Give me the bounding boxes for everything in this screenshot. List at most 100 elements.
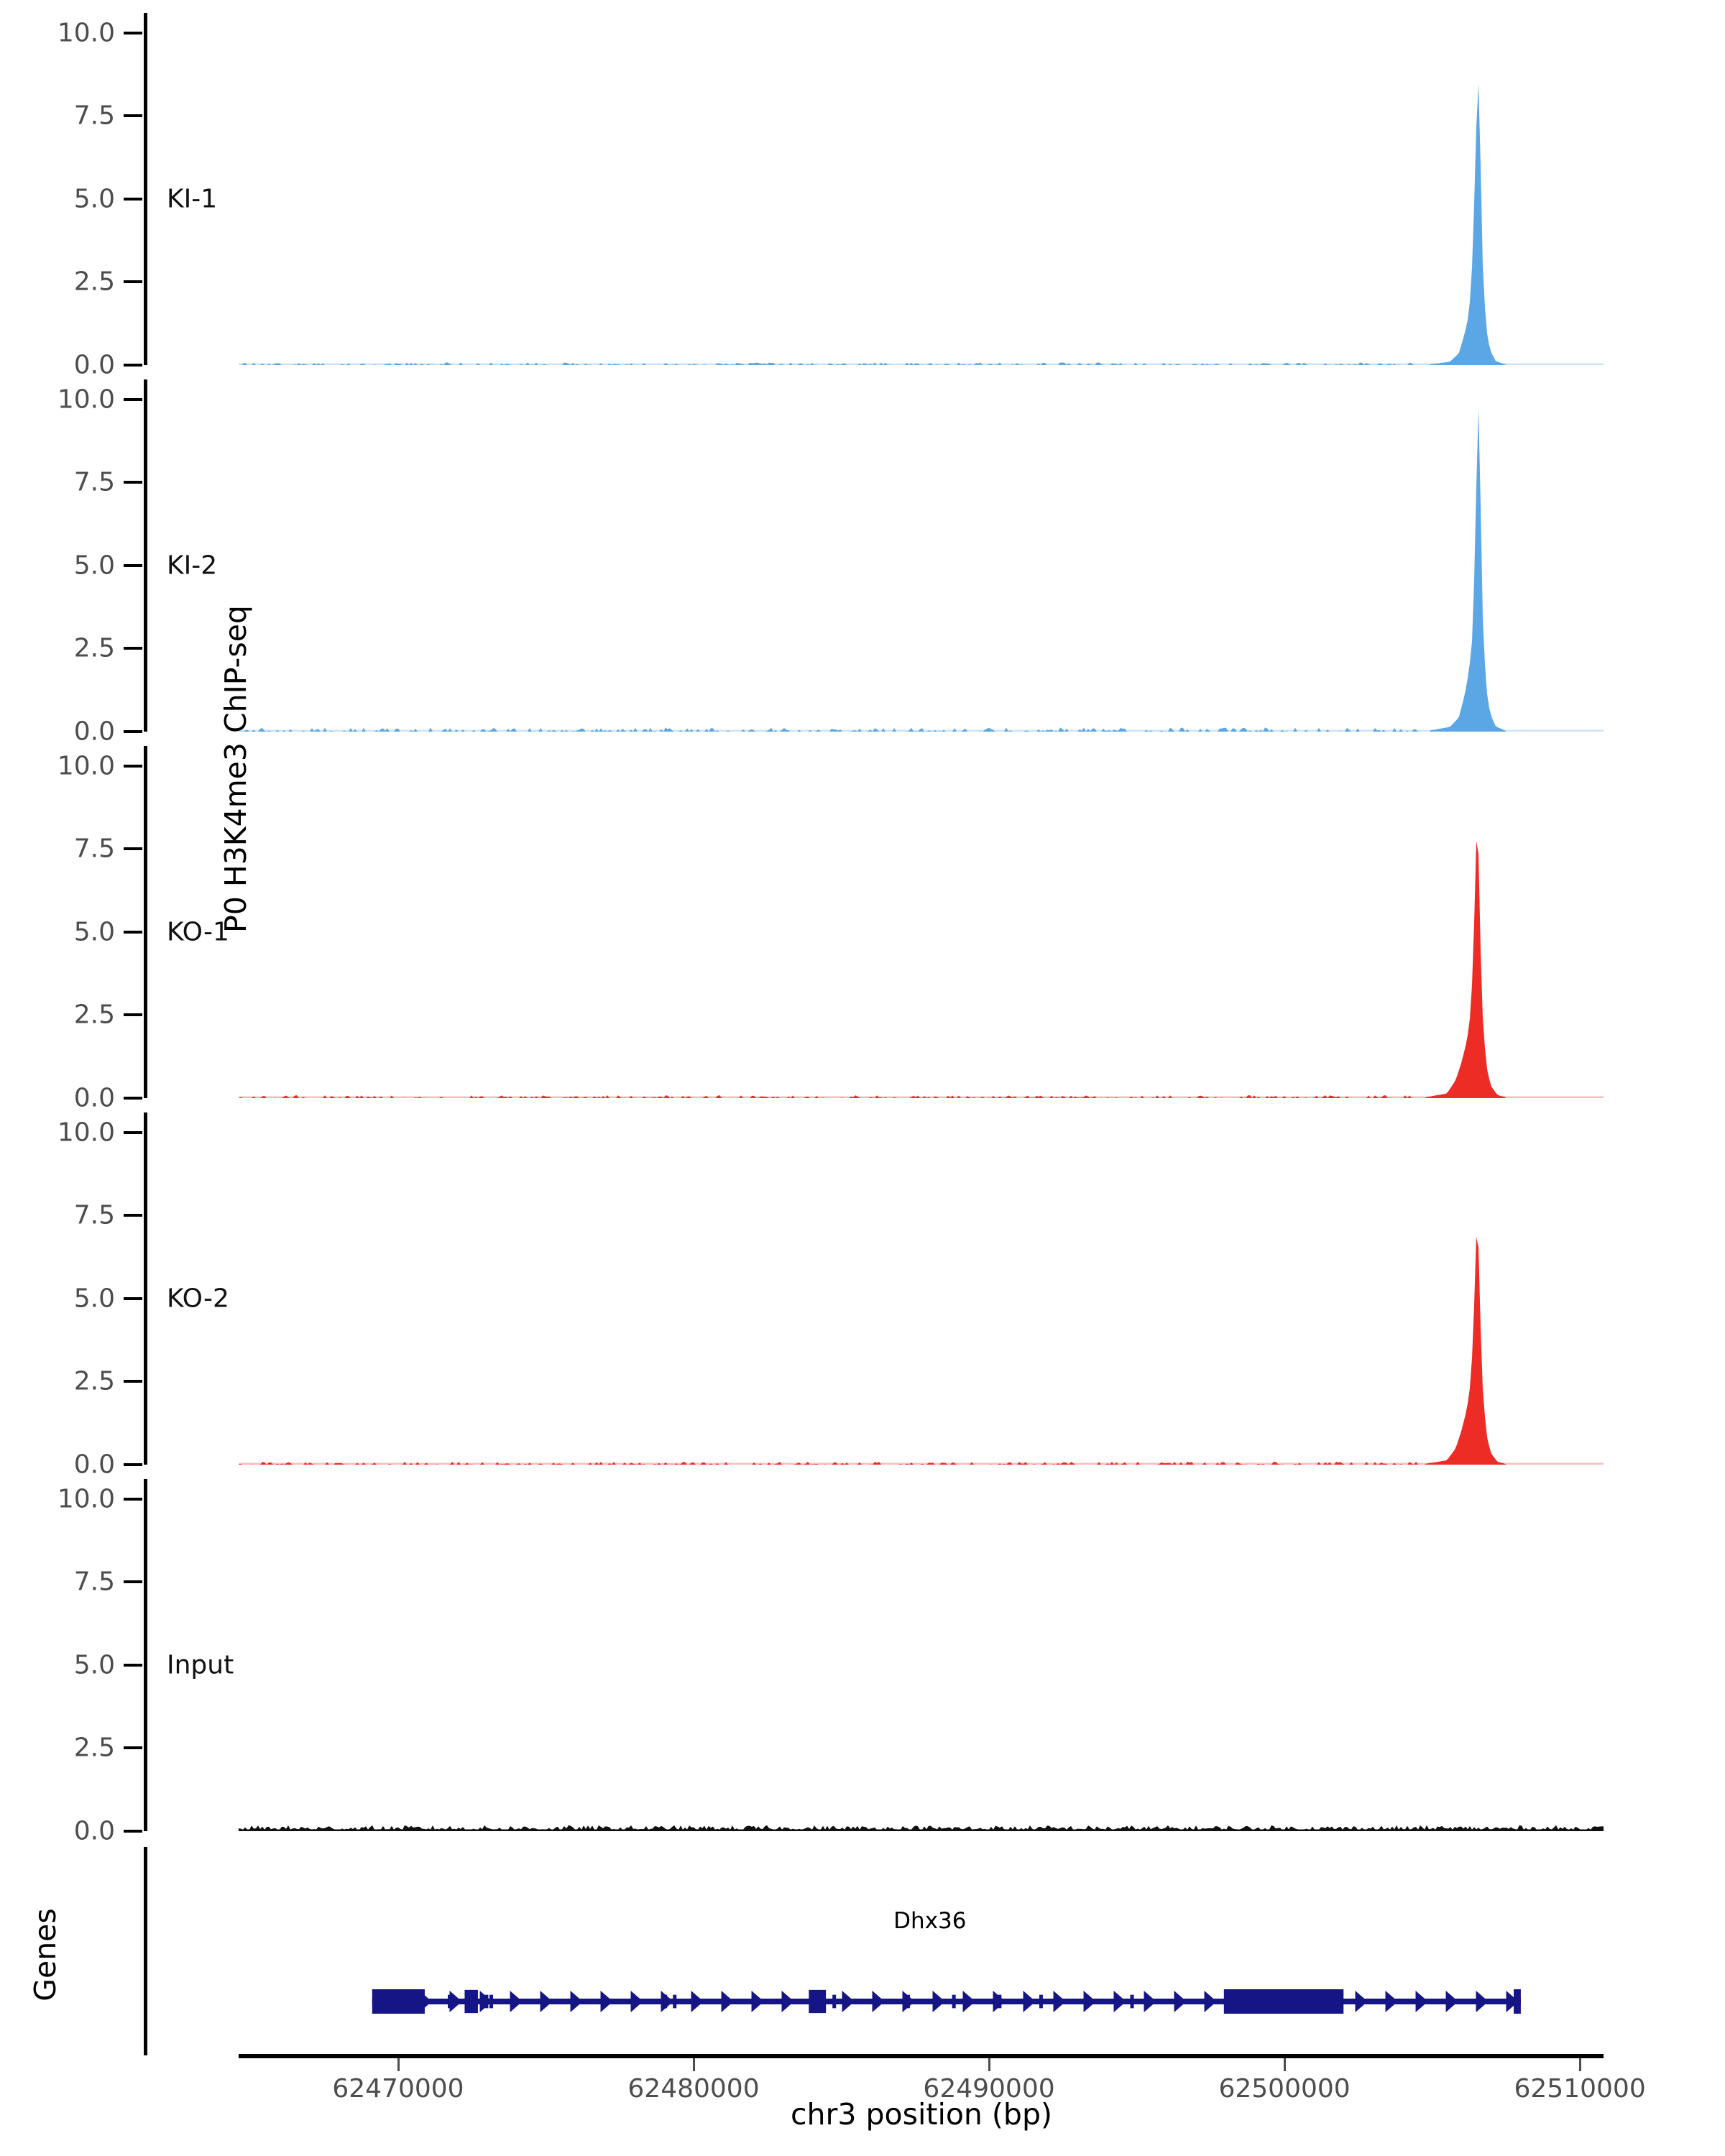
y-tick-mark	[124, 1580, 142, 1584]
signal-panel-ko-2: 0.0 2.5 5.0 7.5 10.0 KO-2	[0, 1112, 1725, 1480]
gene-backbone	[372, 1999, 1521, 2004]
strand-arrow-icon	[1023, 1991, 1036, 2012]
y-tick-label: 2.5	[73, 1733, 115, 1763]
strand-arrow-icon	[661, 1991, 673, 2012]
y-tick-label: 7.5	[73, 1200, 115, 1230]
gene-exon	[832, 1994, 837, 2009]
strand-arrow-icon	[691, 1991, 704, 2012]
y-tick-mark	[124, 31, 142, 34]
signal-trace-input	[239, 1825, 1604, 1831]
y-tick-mark	[124, 1130, 142, 1134]
y-tick-mark	[124, 563, 142, 567]
y-tick-mark	[124, 1013, 142, 1017]
signal-trace-ki-1	[239, 83, 1604, 365]
x-tick-mark	[1579, 2058, 1582, 2071]
x-tick-label: 62500000	[1218, 2074, 1351, 2104]
y-tick-label: 5.0	[73, 184, 115, 214]
y-tick-label: 10.0	[57, 384, 115, 415]
strand-arrow-icon	[962, 1991, 975, 2012]
signal-trace-ko-1	[239, 841, 1604, 1098]
gene-models	[372, 1989, 1521, 2014]
x-tick-label: 62490000	[923, 2074, 1055, 2104]
y-tick-mark	[124, 114, 142, 118]
x-tick-label: 62470000	[332, 2074, 464, 2104]
y-tick-label: 7.5	[73, 1567, 115, 1597]
y-tick-label: 2.5	[73, 267, 115, 297]
signal-panel-ko-1: 0.0 2.5 5.0 7.5 10.0 KO-1	[0, 746, 1725, 1113]
y-tick-mark	[124, 280, 142, 284]
y-tick-label: 5.0	[73, 1650, 115, 1680]
y-tick-mark	[124, 1746, 142, 1750]
strand-arrow-icon	[600, 1991, 613, 2012]
y-tick-mark	[124, 197, 142, 201]
y-tick-mark	[124, 1463, 142, 1466]
y-tick-mark	[124, 1097, 142, 1100]
signal-panel-ki-1: 0.0 2.5 5.0 7.5 10.0 KI-1	[0, 13, 1725, 380]
x-axis: 62470000 62480000 62490000 62500000 62510000	[0, 2054, 1725, 2140]
x-tick-mark	[693, 2058, 695, 2071]
strand-arrow-icon	[449, 1991, 462, 2012]
gene-exon	[1223, 1989, 1344, 2014]
gene-exon	[663, 1994, 668, 2009]
strand-arrow-icon	[1415, 1991, 1428, 2012]
strand-arrow-icon	[1476, 1991, 1489, 2012]
strand-arrow-icon	[872, 1991, 885, 2012]
y-tick-mark	[124, 847, 142, 851]
y-tick-label: 0.0	[73, 1816, 115, 1846]
y-axis-spine	[144, 1112, 147, 1465]
signal-trace-ki-2	[239, 408, 1604, 732]
x-tick-mark	[988, 2058, 991, 2071]
y-tick-label: 0.0	[73, 1083, 115, 1113]
y-tick-label: 10.0	[57, 751, 115, 781]
y-tick-label: 7.5	[73, 467, 115, 497]
y-tick-label: 2.5	[73, 1000, 115, 1030]
x-tick-label: 62480000	[627, 2074, 760, 2104]
y-tick-label: 2.5	[73, 1366, 115, 1396]
y-tick-mark	[124, 1380, 142, 1383]
gene-exon	[372, 1989, 425, 2014]
y-axis-spine	[144, 379, 147, 732]
gene-exon	[906, 1994, 910, 2009]
y-tick-mark	[124, 730, 142, 733]
y-tick-label: 10.0	[57, 18, 115, 48]
strand-arrow-icon	[751, 1991, 764, 2012]
x-tick-mark	[1284, 2058, 1287, 2071]
y-axis-spine	[144, 1479, 147, 1831]
strand-arrow-icon	[1355, 1991, 1368, 2012]
strand-arrow-icon	[1506, 1991, 1519, 2012]
strand-arrow-icon	[1204, 1991, 1217, 2012]
gene-exon	[952, 1994, 956, 2009]
y-tick-label: 5.0	[73, 1284, 115, 1314]
y-tick-label: 10.0	[57, 1484, 115, 1514]
strand-arrow-icon	[630, 1991, 643, 2012]
gene-exon	[673, 1994, 677, 2009]
y-tick-mark	[124, 1497, 142, 1501]
y-axis-spine	[144, 13, 147, 365]
gene-exon	[1039, 1994, 1043, 2009]
strand-arrow-icon	[510, 1991, 523, 2012]
track-label-ko-2: KO-2	[167, 1284, 229, 1314]
strand-arrow-icon	[1385, 1991, 1398, 2012]
strand-arrow-icon	[932, 1991, 945, 2012]
signal-panel-ki-2: 0.0 2.5 5.0 7.5 10.0 KI-2	[0, 379, 1725, 747]
y-tick-mark	[124, 1663, 142, 1667]
x-tick-label: 62510000	[1514, 2074, 1646, 2104]
y-tick-label: 0.0	[73, 717, 115, 747]
y-tick-label: 7.5	[73, 834, 115, 864]
x-tick-mark	[397, 2058, 400, 2071]
y-tick-mark	[124, 1296, 142, 1300]
track-label-ki-2: KI-2	[167, 550, 218, 581]
y-tick-label: 0.0	[73, 1450, 115, 1480]
x-axis-title: chr3 position (bp)	[791, 2097, 1052, 2132]
strand-arrow-icon	[781, 1991, 794, 2012]
gene-label-dhx36: Dhx36	[893, 1908, 967, 1934]
y-tick-label: 2.5	[73, 633, 115, 663]
gene-exon	[484, 1994, 489, 2009]
y-tick-mark	[124, 764, 142, 768]
strand-arrow-icon	[1445, 1991, 1458, 2012]
signal-panel-input: 0.0 2.5 5.0 7.5 10.0 Input	[0, 1479, 1725, 1846]
track-label-ki-1: KI-1	[167, 184, 218, 214]
y-tick-label: 5.0	[73, 550, 115, 581]
gene-exon	[1514, 1989, 1521, 2014]
